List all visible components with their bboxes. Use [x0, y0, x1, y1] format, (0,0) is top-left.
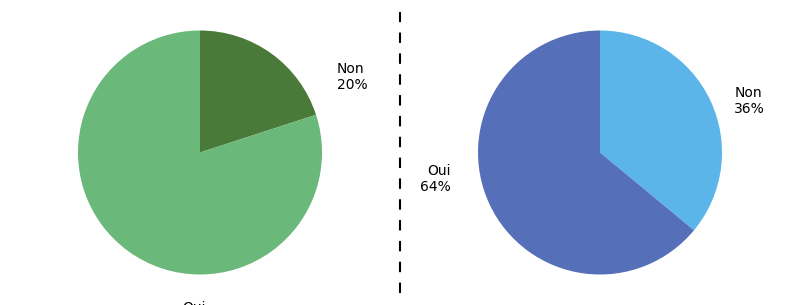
Text: Non
36%: Non 36%: [734, 86, 765, 117]
Wedge shape: [600, 30, 722, 230]
Wedge shape: [200, 30, 316, 152]
Text: Non
20%: Non 20%: [337, 62, 367, 92]
Text: Oui
64%: Oui 64%: [421, 164, 451, 195]
Text: Oui
80%: Oui 80%: [178, 301, 210, 305]
Wedge shape: [78, 30, 322, 274]
Wedge shape: [478, 30, 694, 274]
